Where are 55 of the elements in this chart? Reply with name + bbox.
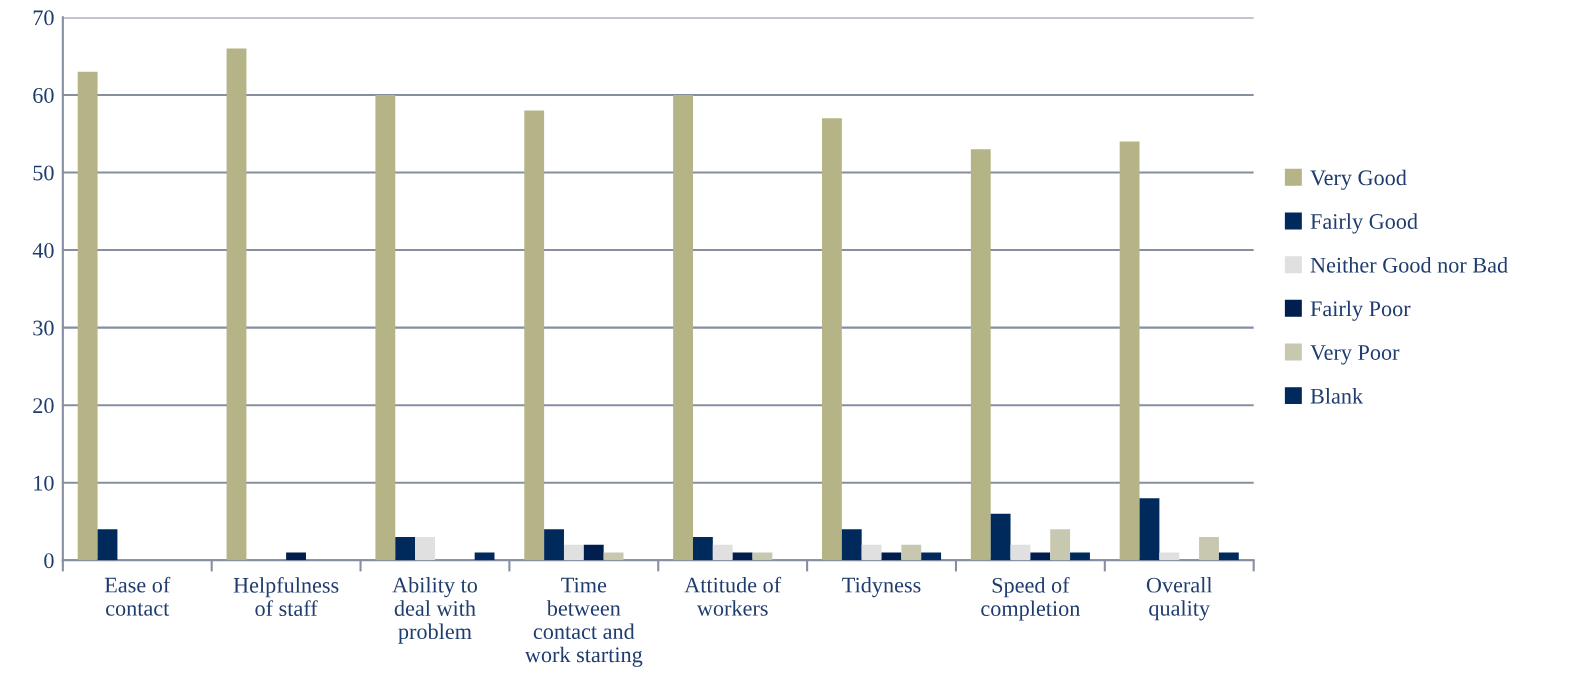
- legend-label: Fairly Poor: [1310, 300, 1411, 321]
- legend-label: Blank: [1310, 388, 1364, 404]
- bar: [395, 537, 416, 561]
- y-tick-label: 70: [33, 10, 54, 26]
- bar: [970, 149, 991, 561]
- legend-label: Very Good: [1310, 169, 1407, 190]
- x-tick-label: Helpfulness of staff: [233, 576, 339, 617]
- y-tick-label: 40: [32, 243, 54, 258]
- bar: [841, 529, 862, 561]
- bar: [673, 94, 693, 561]
- bar: [861, 544, 882, 561]
- y-tick-label: 30: [33, 320, 54, 336]
- bar: [1159, 552, 1180, 561]
- bar: [732, 552, 753, 561]
- bar: [583, 544, 604, 561]
- bar: [544, 529, 564, 561]
- bar: [226, 48, 247, 561]
- y-tick-label: 10: [34, 475, 54, 491]
- bar: [563, 544, 584, 561]
- x-tick-label: Ease of contact: [104, 576, 171, 616]
- bar: [77, 71, 98, 561]
- x-tick-label: Ability to deal with problem: [392, 576, 478, 644]
- x-tick-label: Speed of completion: [981, 576, 1081, 621]
- bar: [921, 552, 942, 561]
- legend-label: Neither Good nor Bad: [1310, 257, 1508, 273]
- bar: [692, 537, 713, 561]
- bar: [1218, 552, 1239, 561]
- bar: [1139, 498, 1160, 561]
- bar: [474, 552, 495, 561]
- legend-label: Very Poor: [1310, 345, 1400, 365]
- y-tick-label: 20: [33, 398, 54, 414]
- bar: [1030, 552, 1051, 561]
- y-tick-label: 50: [33, 165, 54, 181]
- bar: [901, 544, 922, 561]
- legend-label: Fairly Good: [1310, 213, 1418, 234]
- x-tick-label: Overall quality: [1146, 576, 1213, 621]
- bar: [821, 118, 842, 561]
- bar: [712, 544, 733, 561]
- y-tick-label: 0: [44, 553, 54, 569]
- bar: [524, 110, 545, 561]
- x-tick-label: Attitude of workers: [684, 576, 782, 616]
- bar: [1119, 141, 1140, 561]
- bar: [990, 513, 1011, 561]
- y-tick-label: 60: [33, 87, 54, 103]
- bar: [1070, 552, 1090, 561]
- bar: [286, 552, 306, 561]
- bar: [415, 537, 435, 561]
- bar: [97, 529, 118, 561]
- bar: [1199, 537, 1219, 561]
- x-tick-label: Time between contact and work starting: [524, 577, 643, 667]
- bar: [1050, 529, 1071, 561]
- bar: [375, 94, 396, 561]
- bar: [603, 552, 624, 561]
- bar: [1010, 544, 1031, 561]
- x-tick-label: Tidyness: [842, 576, 921, 598]
